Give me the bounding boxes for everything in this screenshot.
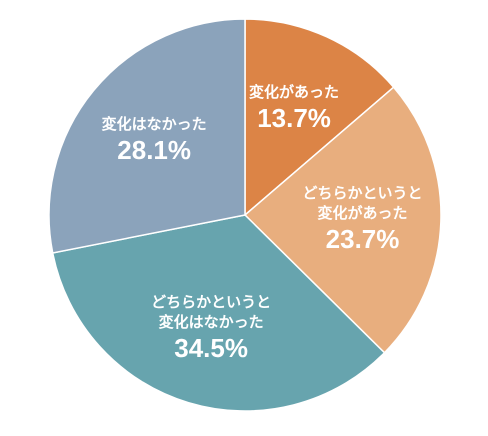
value-label: 34.5%: [174, 332, 248, 363]
slice-label: 変化はなかった 28.1%: [102, 114, 207, 166]
category-label: 変化があった: [249, 83, 340, 102]
category-label: どちらかというと 変化があった: [302, 184, 423, 223]
pie-slice: [243, 86, 442, 354]
slice-label: どちらかというと 変化があった 23.7%: [303, 183, 423, 255]
value-label: 13.7%: [257, 103, 331, 134]
value-label: 28.1%: [117, 135, 192, 166]
category-label: どちらかというと 変化はなかった: [151, 292, 272, 331]
pie-slice: [48, 18, 246, 254]
slice-label: 変化があった 13.7%: [249, 82, 339, 134]
pie-slice: [244, 18, 395, 217]
pie-slice: [51, 214, 386, 412]
category-label: 変化はなかった: [101, 115, 207, 134]
slice-label: どちらかというと 変化はなかった 34.5%: [151, 292, 271, 364]
value-label: 23.7%: [325, 224, 400, 255]
